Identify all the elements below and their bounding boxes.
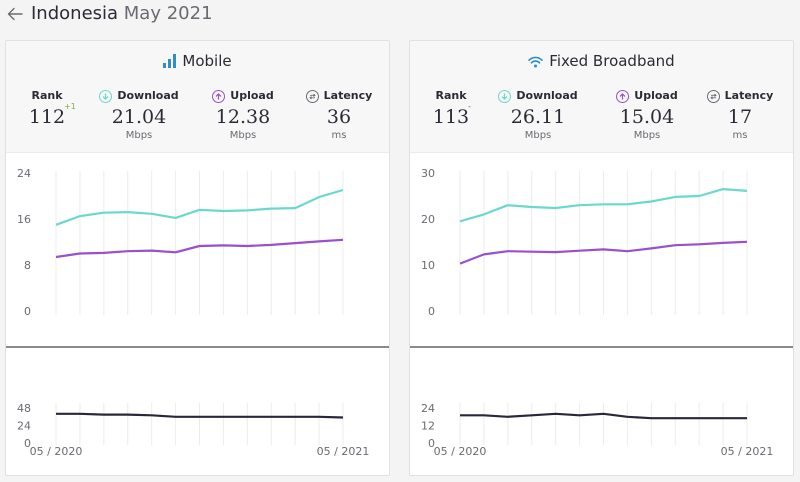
latency-label: Latency (323, 89, 373, 102)
upload-series-line (459, 240, 748, 265)
rank-value: 112 (28, 106, 66, 128)
upload-metric: Upload 15.04 Mbps (602, 89, 692, 142)
download-label: Download (516, 89, 578, 102)
x-axis-start-label: 05 / 2020 (30, 445, 83, 458)
latency-tick-label: 24 (421, 402, 435, 415)
grid-lines (459, 171, 748, 445)
upload-icon (616, 89, 630, 103)
mobile-chart: 24 16 8 0 48 24 0 05 / 2020 05 / 2021 (6, 153, 389, 475)
fixed-broadband-panel: Fixed Broadband Rank 113 - Download 26.1… (409, 40, 794, 476)
latency-unit: ms (331, 130, 347, 141)
upload-unit: Mbps (633, 130, 661, 141)
report-period: May 2021 (123, 3, 213, 24)
latency-metric: Latency 17 ms (695, 89, 785, 142)
wifi-icon (528, 53, 544, 73)
latency-value: 17 (727, 106, 753, 128)
page-title: Indonesia May 2021 (31, 2, 213, 26)
panel-title: Fixed Broadband (410, 51, 793, 73)
upload-unit: Mbps (229, 130, 257, 141)
latency-metric: Latency 36 ms (294, 89, 384, 142)
download-series-line (459, 188, 748, 223)
panel-title-label: Mobile (182, 52, 232, 70)
back-button[interactable] (6, 4, 24, 24)
latency-tick-label: 0 (24, 437, 31, 450)
rank-value: 113 (432, 106, 470, 128)
upload-value: 12.38 (215, 106, 271, 128)
latency-tick-label: 48 (17, 402, 31, 415)
x-axis-end-label: 05 / 2021 (317, 445, 370, 458)
y-tick-label: 30 (421, 167, 435, 180)
download-series-line (55, 188, 344, 226)
latency-tick-label: 24 (17, 420, 31, 433)
latency-series-line (460, 412, 747, 420)
latency-series-line (56, 412, 344, 419)
rank-label: Rank (31, 89, 63, 102)
y-tick-label: 0 (24, 305, 31, 318)
arrow-left-icon (7, 7, 23, 21)
rank-metric: Rank 113 - (422, 89, 480, 130)
y-tick-label: 10 (421, 259, 435, 272)
upload-label: Upload (230, 89, 274, 102)
latency-value: 36 (326, 106, 352, 128)
download-value: 21.04 (111, 106, 167, 128)
download-unit: Mbps (524, 130, 552, 141)
download-icon (99, 89, 113, 103)
upload-metric: Upload 12.38 Mbps (198, 89, 288, 142)
upload-value: 15.04 (619, 106, 675, 128)
y-tick-label: 0 (428, 305, 435, 318)
x-axis-end-label: 05 / 2021 (721, 445, 774, 458)
download-icon (498, 89, 512, 103)
y-tick-label: 16 (17, 213, 31, 226)
latency-icon (305, 89, 319, 103)
download-unit: Mbps (125, 130, 153, 141)
mobile-panel: Mobile Rank 112 +1 Download 21.04 Mbps U… (5, 40, 390, 476)
panel-title-label: Fixed Broadband (549, 52, 675, 70)
signal-bars-icon (163, 53, 177, 73)
download-metric: Download 26.11 Mbps (493, 89, 583, 142)
latency-tick-label: 12 (421, 420, 435, 433)
latency-unit: ms (732, 130, 748, 141)
latency-label: Latency (724, 89, 774, 102)
y-tick-label: 24 (17, 167, 31, 180)
upload-label: Upload (634, 89, 678, 102)
upload-icon (212, 89, 226, 103)
rank-change: - (468, 102, 471, 111)
y-tick-label: 8 (24, 259, 31, 272)
x-axis-start-label: 05 / 2020 (434, 445, 487, 458)
latency-icon (706, 89, 720, 103)
rank-metric: Rank 112 +1 (18, 89, 76, 130)
latency-tick-label: 0 (428, 437, 435, 450)
grid-lines (55, 171, 344, 445)
download-metric: Download 21.04 Mbps (94, 89, 184, 142)
rank-change: +1 (64, 102, 76, 111)
country-name: Indonesia (31, 3, 119, 24)
download-label: Download (117, 89, 179, 102)
fixed-broadband-chart: 30 20 10 0 24 12 0 05 / 2020 05 / 2021 (410, 153, 793, 475)
fixed-broadband-summary: Fixed Broadband Rank 113 - Download 26.1… (410, 41, 793, 153)
download-value: 26.11 (510, 106, 566, 128)
y-tick-label: 20 (421, 213, 435, 226)
rank-label: Rank (435, 89, 467, 102)
page-header: Indonesia May 2021 (0, 0, 800, 30)
panel-title: Mobile (6, 51, 389, 73)
mobile-summary: Mobile Rank 112 +1 Download 21.04 Mbps U… (6, 41, 389, 153)
upload-series-line (55, 238, 344, 259)
